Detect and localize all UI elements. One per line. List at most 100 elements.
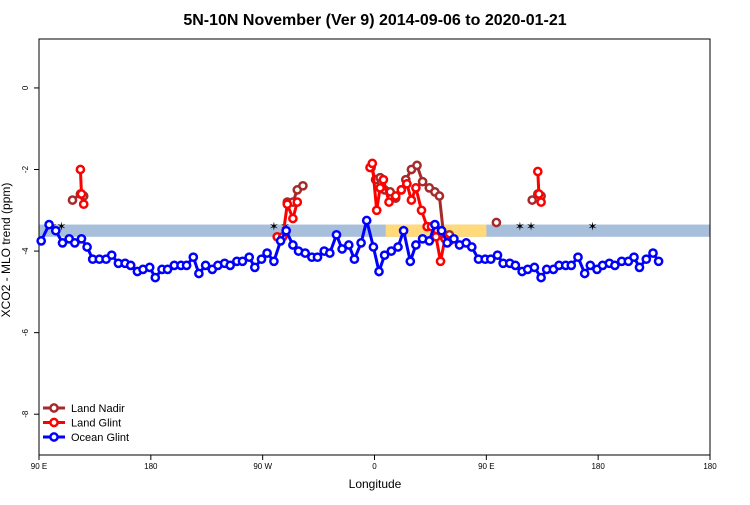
point-ocean-glint — [106, 250, 117, 261]
point-ocean-glint — [343, 240, 354, 250]
point-ocean-glint — [379, 250, 390, 261]
point-ocean-glint — [237, 256, 248, 267]
reference-band — [39, 224, 710, 237]
point-ocean-glint — [269, 256, 279, 267]
star-marker-5: ✶ — [526, 220, 536, 234]
point-ocean-glint — [275, 236, 286, 246]
point-ocean-glint — [398, 225, 409, 236]
point-ocean-glint — [312, 252, 323, 263]
point-land-nadir — [527, 195, 538, 205]
point-ocean-glint — [144, 262, 155, 273]
point-land-glint — [402, 178, 412, 189]
legend-label-land-nadir: Land Nadir — [71, 403, 125, 415]
point-ocean-glint — [368, 242, 379, 252]
legend-label-land-glint: Land Glint — [71, 418, 121, 430]
x-tick-label-2: 90 W — [253, 462, 272, 471]
point-ocean-glint — [641, 254, 652, 265]
point-ocean-glint — [510, 260, 521, 271]
point-ocean-glint — [281, 225, 292, 236]
point-ocean-glint — [200, 260, 211, 271]
point-ocean-glint — [573, 252, 583, 263]
point-ocean-glint — [466, 242, 477, 252]
legend-marker-ocean-glint — [49, 432, 59, 442]
point-ocean-glint — [361, 215, 372, 226]
y-tick-label-4: -8 — [21, 410, 30, 418]
point-ocean-glint — [485, 254, 496, 265]
point-land-nadir — [417, 176, 428, 187]
point-land-glint — [75, 164, 86, 175]
point-ocean-glint — [50, 225, 61, 236]
y-tick-label-0: 0 — [21, 85, 30, 90]
point-ocean-glint — [162, 264, 173, 275]
point-land-glint — [371, 205, 382, 216]
point-ocean-glint — [634, 262, 645, 273]
point-ocean-glint — [449, 233, 459, 244]
point-ocean-glint — [337, 244, 347, 254]
point-land-glint — [292, 197, 303, 207]
x-axis-label: Longitude — [349, 477, 402, 491]
point-land-glint — [534, 189, 544, 199]
point-ocean-glint — [411, 240, 421, 250]
point-land-glint — [411, 183, 421, 193]
y-axis-label: XCO2 - MLO trend (ppm) — [0, 183, 13, 318]
point-ocean-glint — [244, 252, 255, 263]
point-ocean-glint — [529, 262, 540, 273]
point-land-glint — [431, 231, 441, 242]
point-ocean-glint — [249, 262, 260, 273]
point-ocean-glint — [374, 266, 384, 277]
point-ocean-glint — [57, 238, 68, 248]
point-land-glint — [367, 158, 378, 169]
legend-marker-land-glint — [49, 417, 59, 428]
y-tick-label-3: -6 — [21, 329, 30, 337]
point-land-glint — [396, 185, 407, 195]
point-ocean-glint — [386, 246, 397, 256]
point-ocean-glint — [76, 233, 87, 244]
point-land-glint — [532, 166, 543, 177]
point-ocean-glint — [150, 272, 161, 283]
y-tick-label-2: -4 — [21, 247, 30, 255]
point-ocean-glint — [82, 242, 92, 252]
star-marker-1: ✶ — [56, 220, 66, 234]
legend: Land Nadir Land Glint Ocean Glint — [43, 403, 129, 444]
point-ocean-glint — [36, 236, 47, 246]
point-land-nadir — [434, 191, 445, 201]
point-land-glint — [78, 199, 89, 210]
x-tick-label-3: 0 — [372, 462, 377, 471]
point-ocean-glint — [188, 252, 199, 263]
point-ocean-glint — [536, 272, 546, 283]
point-ocean-glint — [262, 248, 272, 258]
point-ocean-glint — [405, 256, 416, 267]
point-land-glint — [378, 174, 389, 185]
point-ocean-glint — [69, 238, 80, 248]
point-ocean-glint — [436, 225, 447, 236]
point-land-nadir — [412, 160, 422, 171]
star-marker-6: ✶ — [588, 220, 598, 234]
point-ocean-glint — [44, 219, 54, 230]
point-land-glint — [288, 213, 298, 224]
point-land-glint — [375, 183, 385, 193]
point-ocean-glint — [648, 248, 658, 258]
point-ocean-glint — [288, 240, 298, 250]
point-ocean-glint — [566, 260, 577, 271]
point-ocean-glint — [256, 254, 267, 265]
point-land-nadir — [491, 217, 502, 228]
point-ocean-glint — [629, 252, 639, 263]
point-ocean-glint — [653, 256, 664, 267]
point-ocean-glint — [610, 260, 620, 271]
point-ocean-glint — [585, 260, 596, 271]
point-ocean-glint — [492, 250, 503, 261]
point-land-glint — [390, 191, 401, 201]
legend-marker-land-nadir — [49, 403, 59, 413]
point-land-nadir — [67, 195, 78, 205]
point-ocean-glint — [225, 260, 236, 271]
point-land-glint — [416, 205, 427, 216]
x-tick-label-4: 90 E — [478, 462, 494, 471]
point-land-glint — [536, 197, 546, 207]
x-tick-label-0: 90 E — [31, 462, 47, 471]
point-land-glint — [76, 189, 87, 199]
star-marker-2: ✶ — [269, 220, 279, 234]
point-ocean-glint — [181, 260, 192, 271]
point-land-glint — [406, 195, 417, 205]
x-tick-label-end: 180 — [703, 462, 717, 471]
